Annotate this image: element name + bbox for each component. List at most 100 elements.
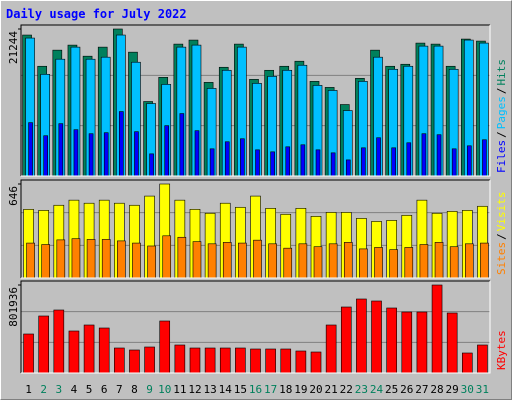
bar (192, 241, 202, 279)
bar (371, 300, 382, 374)
bar (219, 347, 231, 374)
bar (451, 148, 457, 177)
bar (117, 240, 126, 279)
bar (43, 135, 48, 177)
x-tick-label: 30 (461, 383, 474, 396)
x-tick-label: 27 (415, 383, 428, 396)
bar (361, 147, 366, 177)
bar (389, 249, 398, 279)
panel-border-light (21, 25, 491, 177)
bar (462, 352, 473, 374)
bar (404, 247, 414, 279)
bar (436, 134, 442, 177)
legend-entry: Pages (495, 96, 508, 129)
panel-border (20, 280, 490, 373)
bar (345, 159, 351, 177)
bar (224, 141, 230, 177)
legend-separator: / (495, 233, 508, 240)
chart-title: Daily usage for July 2022 (6, 7, 187, 21)
x-tick-label: 5 (86, 383, 93, 396)
x-tick-label: 19 (294, 383, 307, 396)
bar (73, 129, 79, 177)
x-tick-label: 11 (173, 383, 186, 396)
legend: Sites /Visits (495, 192, 508, 276)
panel-border-light (21, 281, 491, 374)
bar (328, 243, 338, 279)
x-tick-label: 3 (56, 383, 63, 396)
bar (179, 113, 185, 177)
x-tick-label: 7 (116, 383, 123, 396)
bar (330, 152, 336, 177)
bar (356, 298, 367, 374)
x-tick-label: 24 (370, 383, 384, 396)
bar (204, 347, 216, 374)
bar (98, 327, 110, 374)
bar (295, 350, 307, 374)
legend-separator: / (495, 131, 508, 138)
bar (26, 242, 35, 279)
bar (386, 307, 397, 374)
bar (315, 149, 321, 177)
bar (88, 133, 94, 177)
y-tick-label: 646 (7, 186, 20, 206)
bar (401, 311, 413, 374)
bar (283, 247, 293, 279)
bar (132, 242, 141, 279)
bar (134, 131, 139, 177)
bar (300, 144, 306, 177)
legend-entry: Sites (495, 242, 508, 275)
bar (434, 242, 444, 279)
bar (129, 349, 140, 374)
bar (391, 147, 396, 177)
legend: KBytes (495, 330, 508, 370)
bar (164, 125, 170, 177)
bar (28, 122, 33, 177)
bar (174, 344, 186, 374)
bar (340, 306, 352, 374)
x-tick-label: 31 (476, 383, 489, 396)
bar (189, 347, 201, 374)
bar (103, 132, 109, 177)
bar (255, 149, 260, 177)
bar (265, 348, 276, 374)
legend-entry: Visits (495, 192, 508, 232)
bar (298, 243, 308, 279)
x-tick-label: 12 (188, 383, 201, 396)
bar (58, 123, 64, 177)
x-tick-label: 22 (340, 383, 353, 396)
x-tick-label: 1 (25, 383, 32, 396)
bar (431, 284, 443, 374)
x-tick-label: 29 (446, 383, 459, 396)
bar (270, 151, 275, 177)
x-tick-label: 23 (355, 383, 368, 396)
bar (71, 238, 81, 279)
bar (41, 244, 50, 279)
bar (359, 248, 368, 279)
bar (235, 347, 246, 374)
bar (114, 347, 125, 374)
x-tick-label: 18 (279, 383, 292, 396)
bar (209, 148, 215, 177)
bar (406, 142, 412, 177)
bar (86, 239, 96, 279)
bar (149, 153, 154, 177)
panel-border-light (21, 180, 491, 279)
bar (313, 246, 323, 279)
bar (253, 239, 262, 279)
x-tick-label: 13 (203, 383, 216, 396)
bar (194, 130, 200, 177)
bar (477, 344, 488, 374)
legend-entry: Files (495, 140, 508, 173)
bar (147, 245, 156, 279)
bar (480, 242, 489, 279)
bar (240, 138, 245, 177)
x-tick-label: 17 (264, 383, 277, 396)
x-tick-label: 26 (400, 383, 413, 396)
bar (83, 324, 95, 374)
bar (343, 242, 353, 279)
bar (465, 243, 474, 279)
bar (310, 351, 322, 374)
bar (285, 146, 291, 177)
bar (280, 348, 292, 374)
